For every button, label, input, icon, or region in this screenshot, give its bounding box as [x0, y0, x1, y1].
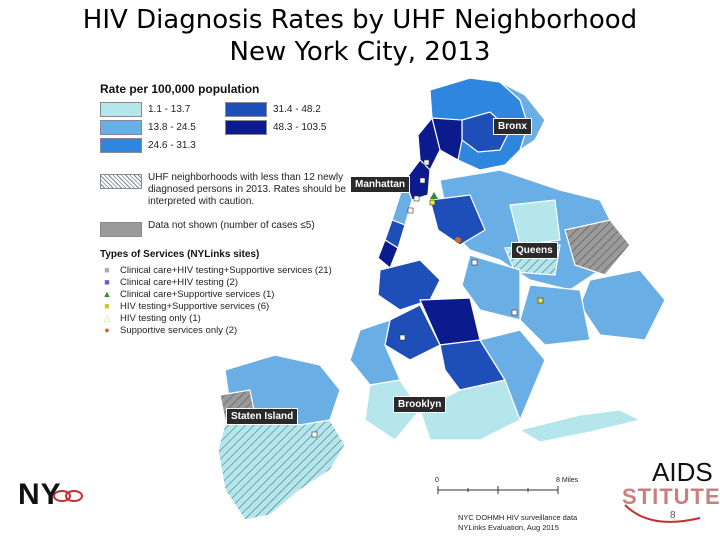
site-marker [471, 259, 478, 266]
grey-swatch [100, 222, 142, 237]
square-marker-icon: ■ [104, 301, 110, 311]
nylinks-logo: NY [18, 478, 62, 511]
borough-label-staten-island: Staten Island [226, 408, 299, 425]
data-credit: NYC DOHMH HIV surveillance data NYLinks … [458, 513, 577, 533]
borough-label-bronx: Bronx [493, 118, 532, 135]
legend-classes: 1.1 - 13.7 13.8 - 24.5 24.6 - 31.3 31.4 … [100, 100, 350, 154]
site-marker [455, 237, 461, 243]
services-list: ■ Clinical care+HIV testing+Supportive s… [100, 264, 350, 336]
site-marker [511, 309, 518, 316]
service-item: ■ Clinical care+HIV testing+Supportive s… [100, 264, 350, 276]
legend-swatch [225, 119, 267, 135]
legend-class: 48.3 - 103.5 [225, 118, 350, 136]
title-line-1: HIV Diagnosis Rates by UHF Neighborhood [82, 5, 638, 35]
legend-swatch [100, 119, 142, 135]
site-marker [419, 177, 426, 184]
legend-class-label: 1.1 - 13.7 [148, 103, 191, 115]
triangle-marker-icon: △ [103, 312, 111, 323]
legend-class: 13.8 - 24.5 [100, 118, 225, 136]
service-item: ■ Clinical care+HIV testing (2) [100, 276, 350, 288]
service-item: ● Supportive services only (2) [100, 324, 350, 336]
legend-class: 31.4 - 48.2 [225, 100, 350, 118]
map-legend: Rate per 100,000 population 1.1 - 13.7 1… [100, 82, 350, 336]
service-label: Clinical care+HIV testing (2) [120, 276, 239, 288]
site-marker [399, 334, 406, 341]
bronx-region [429, 77, 546, 171]
triangle-marker-icon: ▲ [102, 289, 112, 299]
institute-swoosh-icon [624, 504, 701, 523]
legend-class-label: 48.3 - 103.5 [273, 121, 327, 133]
square-marker-icon: ■ [104, 277, 110, 287]
title-line-2: New York City, 2013 [229, 37, 491, 67]
borough-label-queens: Queens [511, 242, 558, 259]
circle-marker-icon: ● [104, 325, 110, 335]
service-label: Clinical care+Supportive services (1) [120, 288, 275, 300]
map-title: HIV Diagnosis Rates by UHF Neighborhood … [0, 4, 720, 68]
service-item: ▲ Clinical care+Supportive services (1) [100, 288, 350, 300]
staten-island-region [217, 354, 346, 521]
caution-note-text: UHF neighborhoods with less than 12 newl… [148, 172, 346, 207]
credit-line-2: NYLinks Evaluation, Aug 2015 [458, 523, 559, 532]
site-marker [430, 192, 438, 199]
borough-label-manhattan: Manhattan [350, 176, 410, 193]
site-marker [311, 431, 318, 438]
site-marker [413, 195, 420, 202]
scale-end-label: 8 Miles [556, 477, 579, 484]
legend-swatch [225, 101, 267, 117]
legend-not-shown-note: Data not shown (number of cases ≤5) [100, 220, 350, 237]
service-item: ■ HIV testing+Supportive services (6) [100, 300, 350, 312]
legend-class-label: 24.6 - 31.3 [148, 139, 196, 151]
hatch-swatch [100, 174, 142, 189]
site-markers [311, 159, 544, 438]
service-item: △ HIV testing only (1) [100, 312, 350, 324]
legend-swatch [100, 101, 142, 117]
scale-bar [437, 486, 559, 494]
legend-class-label: 13.8 - 24.5 [148, 121, 196, 133]
brooklyn-region [349, 259, 546, 441]
legend-class: 24.6 - 31.3 [100, 136, 225, 154]
nylinks-chain-icon [53, 490, 83, 502]
service-label: HIV testing only (1) [120, 312, 201, 324]
manhattan-region [377, 116, 441, 269]
site-marker [407, 207, 414, 214]
institute-logo-text: STITUTE [622, 484, 720, 509]
page-number: 8 [670, 510, 676, 521]
site-marker [537, 297, 544, 304]
legend-swatch [100, 137, 142, 153]
scale-start-label: 0 [435, 477, 439, 484]
credit-line-1: NYC DOHMH HIV surveillance data [458, 513, 578, 522]
service-label: HIV testing+Supportive services (6) [120, 300, 270, 312]
legend-class: 1.1 - 13.7 [100, 100, 225, 118]
aids-institute-logo: AIDS [652, 457, 713, 487]
queens-region [429, 169, 666, 346]
legend-caution-note: UHF neighborhoods with less than 12 newl… [100, 172, 350, 208]
services-heading: Types of Services (NYLinks sites) [100, 249, 260, 260]
square-marker-icon: ■ [104, 265, 110, 275]
borough-label-brooklyn: Brooklyn [393, 396, 447, 413]
service-label: Clinical care+HIV testing+Supportive ser… [120, 264, 332, 276]
legend-heading: Rate per 100,000 population [100, 82, 260, 96]
service-label: Supportive services only (2) [120, 324, 238, 336]
site-marker [423, 159, 430, 166]
not-shown-note-text: Data not shown (number of cases ≤5) [148, 220, 315, 231]
legend-class-label: 31.4 - 48.2 [273, 103, 321, 115]
site-marker [429, 199, 436, 206]
rockaway-region [518, 409, 642, 443]
